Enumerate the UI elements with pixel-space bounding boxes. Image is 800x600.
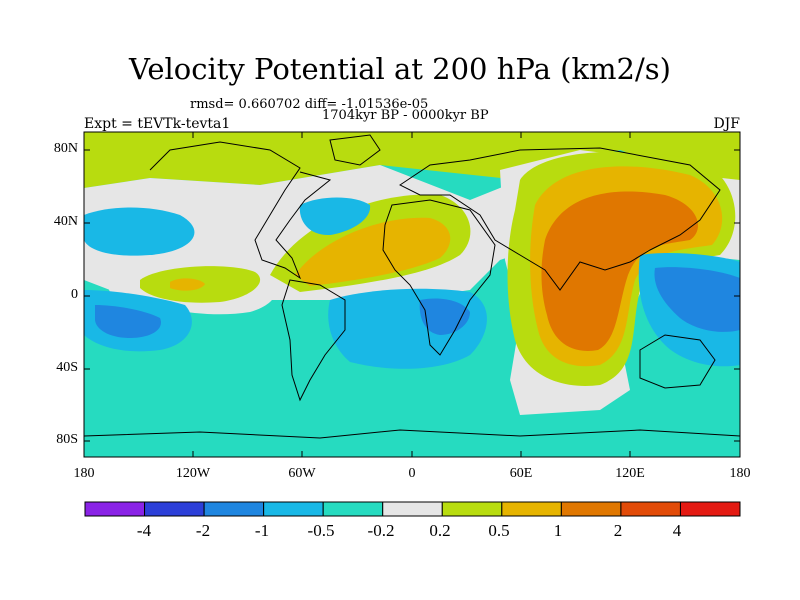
- y-tick-40s: 40S: [56, 360, 78, 375]
- colorbar-swatch: [84, 501, 146, 517]
- colorbar-label: -4: [136, 521, 152, 540]
- contour-fill-layer: [84, 132, 740, 457]
- x-tick-120w: 120W: [175, 466, 211, 481]
- west-pacific-negative-core: [654, 267, 740, 332]
- coastlines: [84, 134, 740, 439]
- season-label: DJF: [713, 116, 740, 132]
- axis-ticks: [84, 132, 740, 457]
- x-tick-60e: 60E: [509, 466, 533, 481]
- australia-outline: [639, 334, 716, 389]
- south-atlantic-negative-outer: [328, 288, 487, 369]
- greenland-outline: [329, 134, 381, 166]
- north-pacific-negative: [84, 207, 195, 256]
- pacific-positive-core: [170, 278, 205, 291]
- y-tick-80n: 80N: [53, 141, 78, 156]
- x-tick-180-left: 180: [73, 466, 95, 481]
- colorbar-swatch: [441, 501, 503, 517]
- x-tick-0: 0: [408, 466, 416, 481]
- africa-outline: [382, 199, 496, 356]
- x-tick-180-right: 180: [729, 466, 751, 481]
- north-atlantic-negative: [299, 197, 371, 236]
- y-tick-80s: 80S: [56, 432, 78, 447]
- colorbar-label: -1: [254, 521, 270, 540]
- colorbar-label: 2: [613, 521, 623, 540]
- colorbar-label: 0.5: [488, 521, 510, 540]
- colorbar-label: -0.5: [307, 521, 335, 540]
- north-america-outline: [149, 141, 332, 280]
- y-tick-0: 0: [71, 287, 78, 302]
- colorbar-swatch: [560, 501, 622, 517]
- east-pacific-negative-core: [95, 305, 161, 338]
- colorbar-label: 0.2: [429, 521, 451, 540]
- atlantic-positive-core: [295, 217, 451, 286]
- colorbar: [84, 501, 741, 517]
- colorbar-swatch: [203, 501, 265, 517]
- colorbar-swatch: [620, 501, 681, 517]
- eurasia-outline: [399, 147, 721, 291]
- antarctica-outline: [84, 429, 740, 439]
- colorbar-swatch: [144, 501, 205, 517]
- colorbar-swatch: [501, 501, 562, 517]
- x-tick-60w: 60W: [288, 466, 316, 481]
- time-period-label: 1704kyr BP - 0000kyr BP: [322, 108, 489, 123]
- x-tick-120e: 120E: [615, 466, 645, 481]
- colorbar-swatch: [679, 501, 741, 517]
- colorbar-label: 4: [672, 521, 682, 540]
- chart-title: Velocity Potential at 200 hPa (km2/s): [129, 52, 671, 86]
- rmsd-diff-stats: rmsd= 0.660702 diff= -1.01536e-05: [190, 97, 429, 112]
- colorbar-label: 1: [553, 521, 563, 540]
- colorbar-label: -0.2: [367, 521, 395, 540]
- colorbar-swatch: [322, 501, 384, 517]
- colorbar-label: -2: [195, 521, 211, 540]
- colorbar-swatch: [382, 501, 443, 517]
- south-america-outline: [281, 279, 346, 402]
- asia-positive-core: [541, 191, 698, 351]
- y-tick-40n: 40N: [53, 214, 78, 229]
- experiment-label: Expt = tEVTk-tevta1: [84, 116, 231, 132]
- colorbar-swatch: [263, 501, 324, 517]
